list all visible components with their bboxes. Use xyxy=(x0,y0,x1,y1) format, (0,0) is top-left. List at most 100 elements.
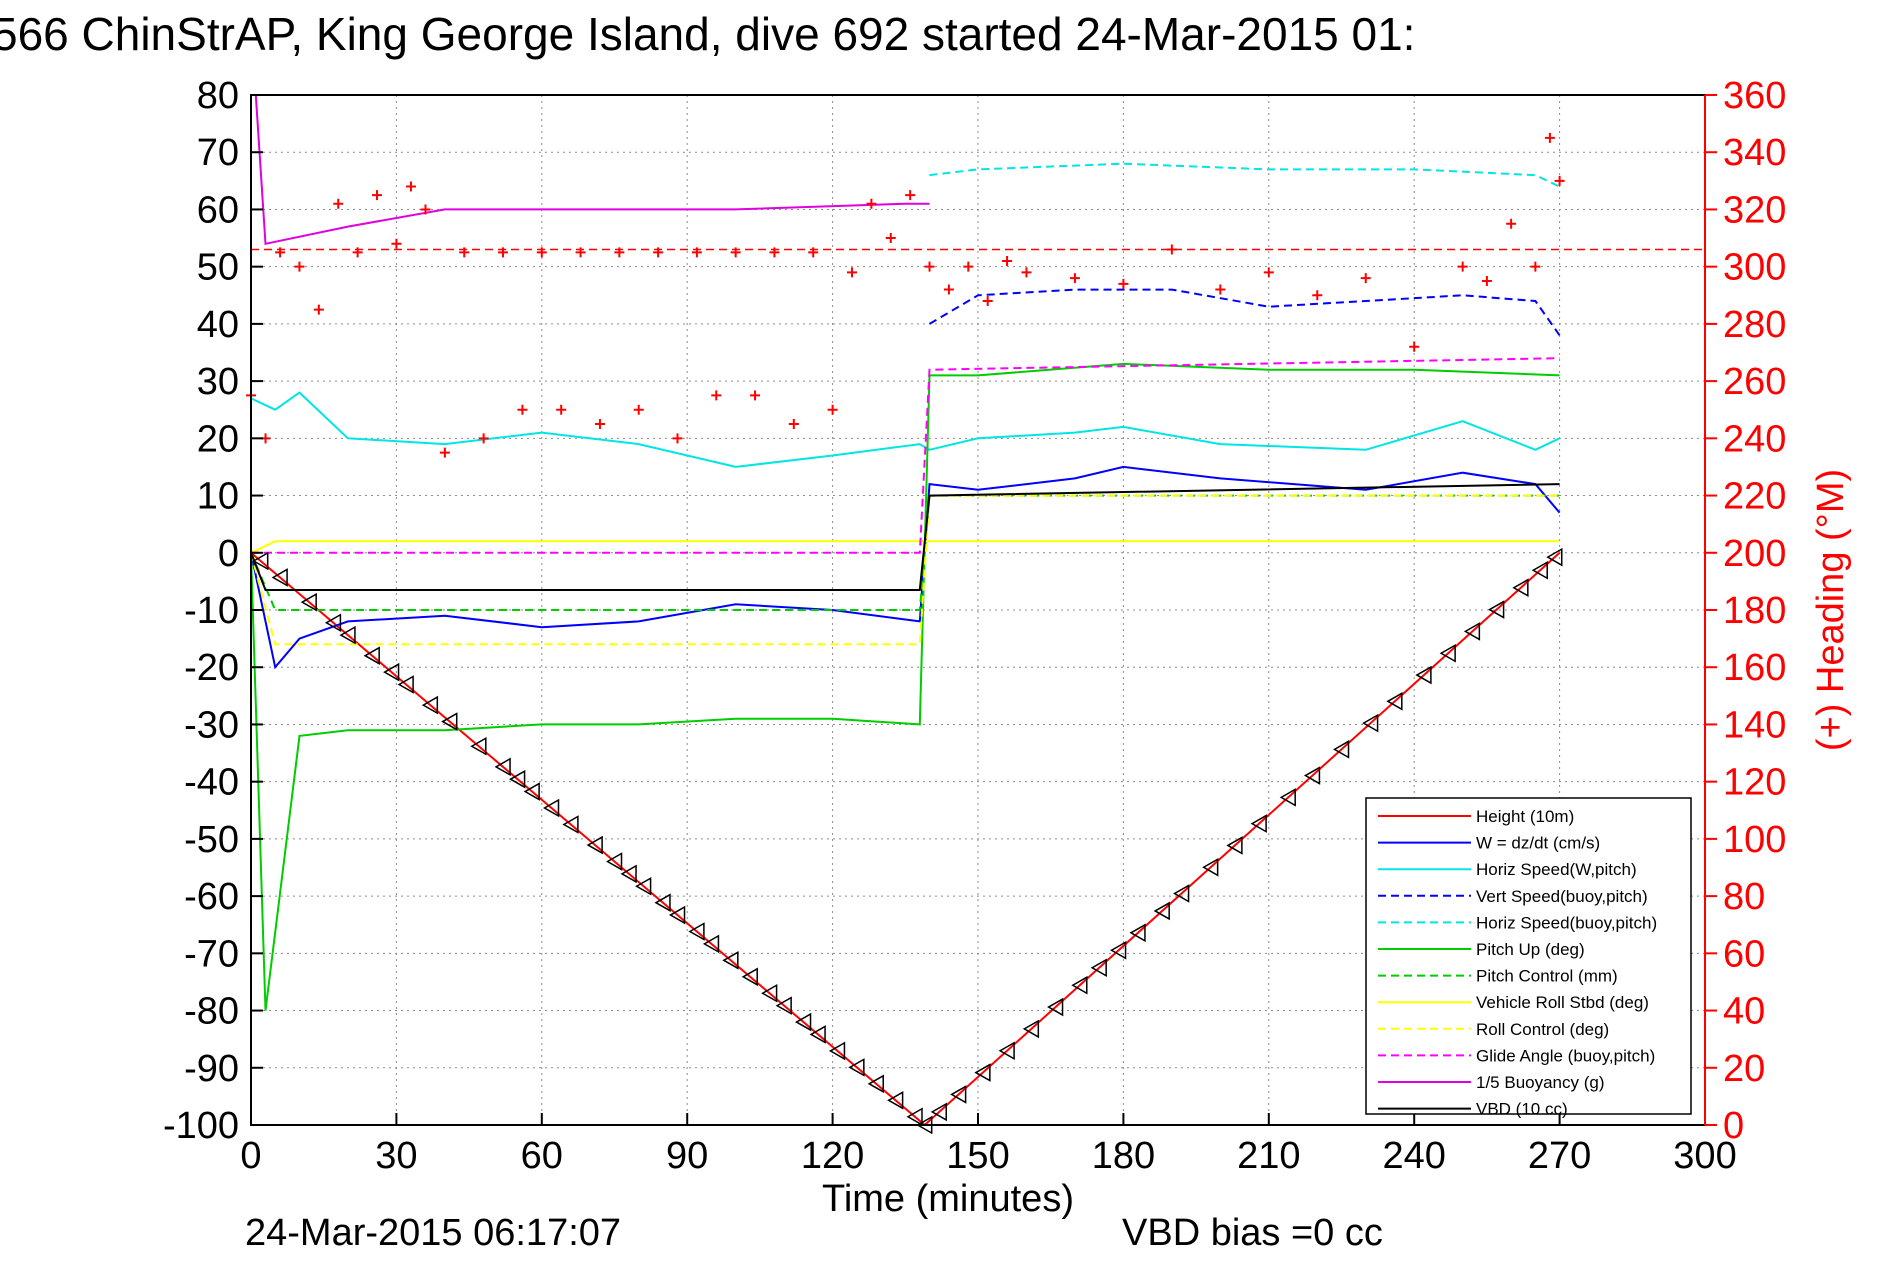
heading-point xyxy=(1457,261,1468,272)
series-line-4 xyxy=(929,162,1561,188)
heading-point xyxy=(1554,175,1565,186)
y2-axis-ticks: 3603403203002802602402202001801601401201… xyxy=(1705,75,1786,1147)
y-tick-label: -30 xyxy=(184,704,239,746)
x-axis-label: Time (minutes) xyxy=(822,1178,1074,1220)
legend-label: Glide Angle (buoy,pitch) xyxy=(1476,1046,1655,1065)
height-marker xyxy=(1415,665,1432,685)
height-marker xyxy=(324,613,342,633)
footer-note: VBD bias =0 cc xyxy=(1122,1212,1383,1254)
height-marker xyxy=(1129,923,1146,943)
series-line-1 xyxy=(251,465,1561,670)
y2-tick-label: 260 xyxy=(1723,361,1786,403)
y2-tick-label: 120 xyxy=(1723,762,1786,804)
heading-point xyxy=(459,247,470,258)
heading-point xyxy=(788,419,799,430)
y2-tick-label: 40 xyxy=(1723,991,1765,1033)
legend-box xyxy=(1365,797,1692,1115)
heading-point xyxy=(769,247,780,258)
heading-point xyxy=(885,233,896,244)
height-marker xyxy=(1512,578,1529,598)
height-marker xyxy=(828,1041,846,1061)
heading-point xyxy=(439,447,450,458)
heading-point xyxy=(313,304,324,315)
series-line-9 xyxy=(251,357,1560,554)
legend-label: Vehicle Roll Stbd (deg) xyxy=(1476,993,1649,1012)
x-tick-label: 210 xyxy=(1237,1135,1300,1177)
height-marker xyxy=(441,712,458,731)
y2-tick-label: 340 xyxy=(1723,132,1786,174)
heading-point xyxy=(575,247,586,258)
y-tick-label: 40 xyxy=(197,304,239,346)
height-marker xyxy=(300,592,317,612)
height-marker xyxy=(848,1058,865,1077)
y-tick-label: -20 xyxy=(184,647,239,689)
height-marker xyxy=(761,983,778,1003)
y2-tick-label: 60 xyxy=(1723,933,1765,975)
heading-point xyxy=(1215,284,1226,295)
x-axis-ticks: 0 30 60 90 120 150 180 210 240 270 300 xyxy=(240,1113,1737,1177)
y2-tick-label: 320 xyxy=(1723,189,1786,231)
x-tick-label: 0 xyxy=(240,1135,261,1177)
x-tick-label: 120 xyxy=(801,1135,864,1177)
height-marker xyxy=(906,1107,923,1127)
height-marker xyxy=(1173,884,1190,903)
height-marker xyxy=(1022,1019,1040,1039)
series-line-7 xyxy=(251,540,1560,554)
heading-point xyxy=(1360,273,1371,284)
height-marker xyxy=(523,782,540,801)
heading-markers xyxy=(246,132,1705,458)
legend-label: W = dz/dt (cm/s) xyxy=(1476,834,1600,853)
height-triangle-markers xyxy=(252,547,1563,1135)
y-tick-label: 30 xyxy=(197,361,239,403)
y2-tick-label: 300 xyxy=(1723,247,1786,289)
heading-point xyxy=(653,247,664,258)
heading-point xyxy=(372,190,383,201)
y2-tick-label: 100 xyxy=(1723,819,1786,861)
heading-point xyxy=(905,190,916,201)
height-marker xyxy=(1463,622,1481,641)
height-marker xyxy=(1047,997,1064,1017)
heading-point xyxy=(1312,290,1323,301)
y2-tick-label: 140 xyxy=(1723,704,1786,746)
y-tick-label: -90 xyxy=(184,1048,239,1090)
y-axis-ticks: 80 70 60 50 40 30 20 10 0 -10 -20 -30 -40 -50 -60 -70 -8… xyxy=(163,75,263,1147)
series-line-8 xyxy=(251,494,1560,646)
footer-date: 24-Mar-2015 06:17:07 xyxy=(245,1212,621,1254)
height-marker xyxy=(363,646,380,665)
height-marker xyxy=(887,1091,904,1110)
legend-label: 1/5 Buoyancy (g) xyxy=(1476,1073,1605,1092)
y2-tick-label: 280 xyxy=(1723,304,1786,346)
y-tick-label: 70 xyxy=(197,132,239,174)
heading-point xyxy=(827,404,838,415)
series-line-10 xyxy=(254,95,930,246)
height-marker xyxy=(1332,740,1350,759)
height-marker xyxy=(421,695,439,715)
heading-point xyxy=(1506,218,1517,229)
height-marker xyxy=(1090,958,1107,978)
height-marker xyxy=(974,1063,991,1082)
height-marker xyxy=(1386,692,1403,711)
height-marker xyxy=(494,757,511,777)
x-tick-label: 30 xyxy=(375,1135,417,1177)
height-marker xyxy=(722,951,739,970)
series-line-2 xyxy=(251,391,1561,468)
y2-tick-label: 160 xyxy=(1723,647,1786,689)
height-marker xyxy=(654,893,671,912)
x-tick-label: 270 xyxy=(1528,1135,1591,1177)
height-marker xyxy=(867,1074,884,1094)
chart-title: 566 ChinStrAP, King George Island, dive … xyxy=(0,8,1415,60)
legend-label: Horiz Speed(buoy,pitch) xyxy=(1476,913,1657,932)
heading-point xyxy=(963,261,974,272)
height-marker xyxy=(1546,547,1563,567)
height-marker xyxy=(470,736,487,756)
heading-point xyxy=(1544,132,1555,143)
series-lines xyxy=(251,95,1561,1125)
height-marker xyxy=(1071,975,1088,995)
height-marker xyxy=(271,568,288,587)
heading-point xyxy=(924,261,935,272)
heading-point xyxy=(1409,341,1420,352)
height-marker xyxy=(542,798,560,818)
y2-tick-label: 0 xyxy=(1723,1105,1744,1147)
heading-point xyxy=(405,181,416,192)
